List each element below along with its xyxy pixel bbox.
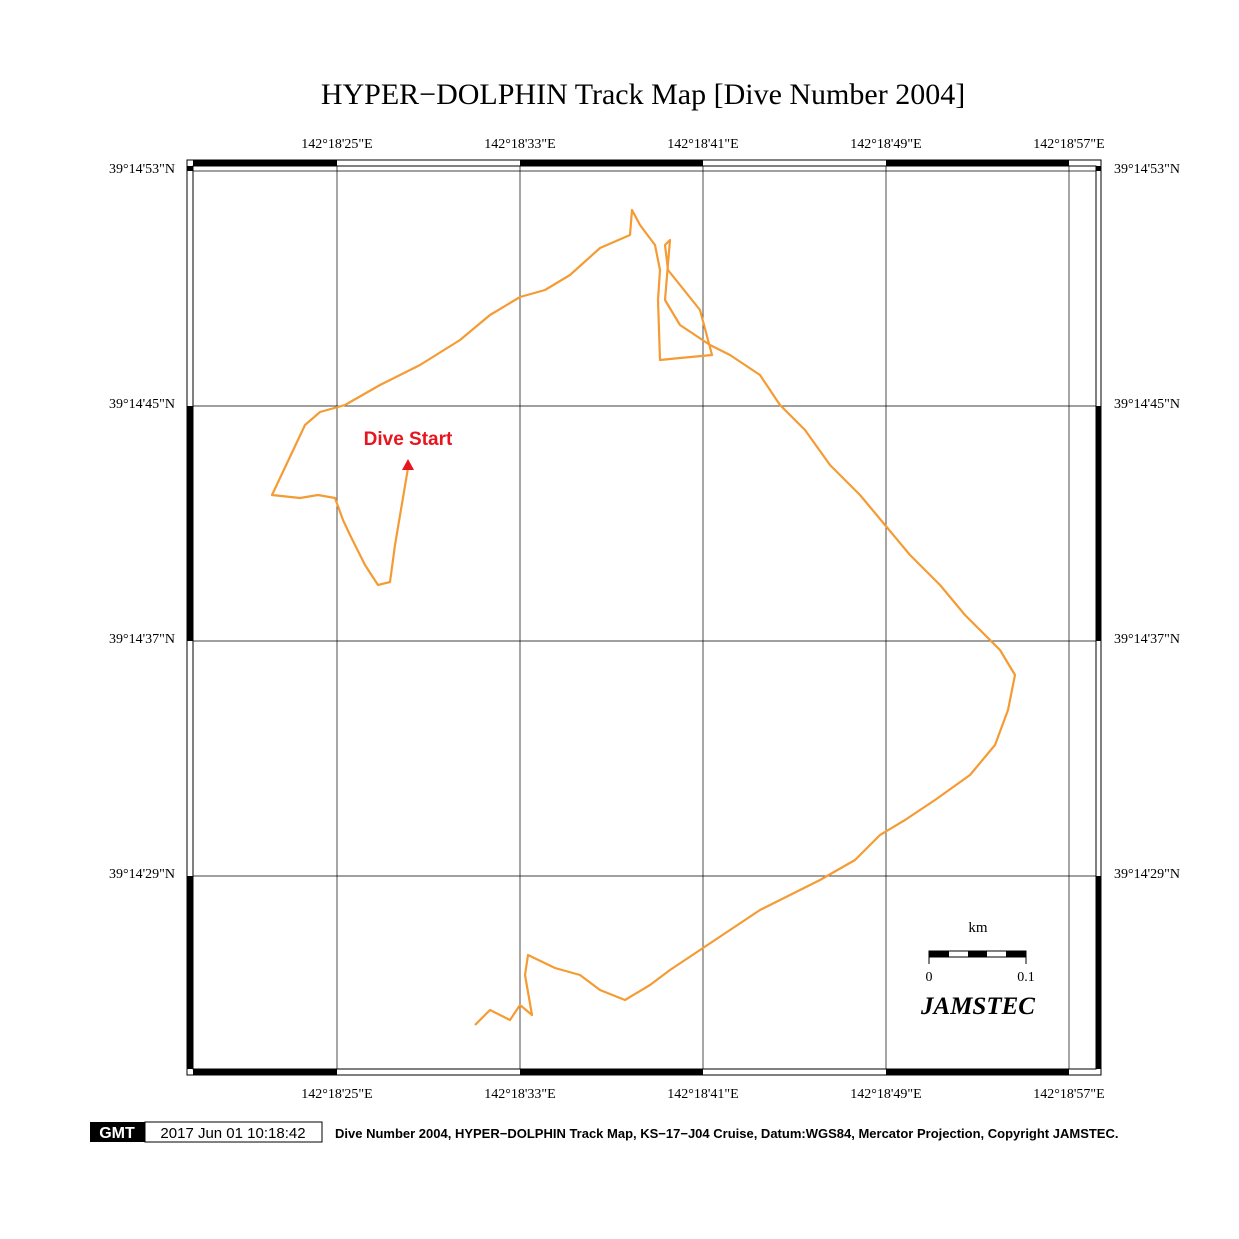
latitude-label: 39°14'45"N (1114, 397, 1180, 412)
timestamp-box (144, 1121, 323, 1143)
longitude-label: 142°18'49"E (850, 137, 921, 152)
border-band (520, 160, 703, 166)
gmt-badge-text: GMT (99, 1125, 135, 1142)
latitude-label: 39°14'53"N (109, 162, 175, 177)
longitude-label: 142°18'41"E (667, 1087, 738, 1102)
dive-start-marker (402, 459, 414, 470)
border-band (187, 406, 193, 641)
latitude-label: 39°14'53"N (1114, 162, 1180, 177)
footer: GMT 2017 Jun 01 10:18:42 Dive Number 200… (90, 1121, 1118, 1143)
longitude-label: 142°18'57"E (1033, 137, 1104, 152)
border-band (886, 160, 1069, 166)
latitude-label: 39°14'45"N (109, 397, 175, 412)
scale-seg (968, 951, 987, 957)
dive-track (270, 208, 1017, 1026)
timestamp: 2017 Jun 01 10:18:42 (160, 1125, 305, 1142)
longitude-label: 142°18'33"E (484, 137, 555, 152)
latitude-label: 39°14'29"N (1114, 867, 1180, 882)
border-band (1096, 406, 1101, 641)
border-band (1096, 166, 1101, 171)
dive-start-label: Dive Start (364, 429, 453, 450)
longitude-label: 142°18'41"E (667, 137, 738, 152)
longitude-label: 142°18'33"E (484, 1087, 555, 1102)
scale-seg (929, 951, 949, 957)
border-band (187, 166, 193, 171)
border-band (193, 1069, 337, 1075)
latitude-label: 39°14'29"N (109, 867, 175, 882)
scale-end: 0.1 (1017, 970, 1035, 985)
caption: Dive Number 2004, HYPER−DOLPHIN Track Ma… (335, 1126, 1118, 1141)
scale-unit: km (968, 920, 988, 936)
scale-bar: km 0 0.1 (926, 920, 1035, 985)
border-band (1096, 876, 1101, 1069)
longitude-label: 142°18'49"E (850, 1087, 921, 1102)
scale-seg (1006, 951, 1026, 957)
border-band (193, 160, 337, 166)
map-title: HYPER−DOLPHIN Track Map [Dive Number 200… (321, 78, 965, 111)
border-band (886, 1069, 1069, 1075)
latitude-label: 39°14'37"N (1114, 632, 1180, 647)
gmt-badge (90, 1122, 145, 1142)
border-band (520, 1069, 703, 1075)
jamstec-logo: JAMSTEC (920, 993, 1035, 1020)
map-frame (186, 159, 1102, 1076)
longitude-label: 142°18'25"E (301, 1087, 372, 1102)
scale-start: 0 (926, 970, 933, 985)
longitude-label: 142°18'25"E (301, 137, 372, 152)
longitude-label: 142°18'57"E (1033, 1087, 1104, 1102)
latitude-label: 39°14'37"N (109, 632, 175, 647)
border-band (187, 876, 193, 1069)
